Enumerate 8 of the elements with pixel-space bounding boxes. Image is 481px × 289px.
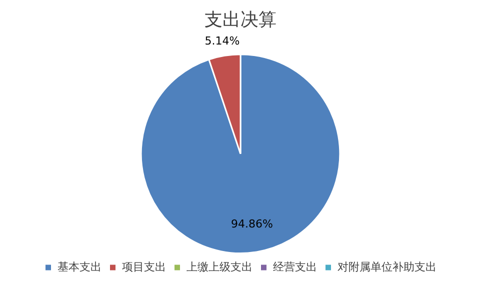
legend-label: 项目支出 bbox=[122, 260, 166, 274]
legend-label: 经营支出 bbox=[272, 260, 317, 274]
legend-label: 对附属单位补助支出 bbox=[337, 260, 436, 274]
legend-label: 上缴上级支出 bbox=[186, 260, 252, 274]
data-label: 5.14% bbox=[204, 34, 240, 48]
data-label: 94.86% bbox=[231, 217, 273, 230]
chart-title: 支出决算 bbox=[204, 9, 276, 30]
legend-label: 基本支出 bbox=[57, 260, 102, 274]
